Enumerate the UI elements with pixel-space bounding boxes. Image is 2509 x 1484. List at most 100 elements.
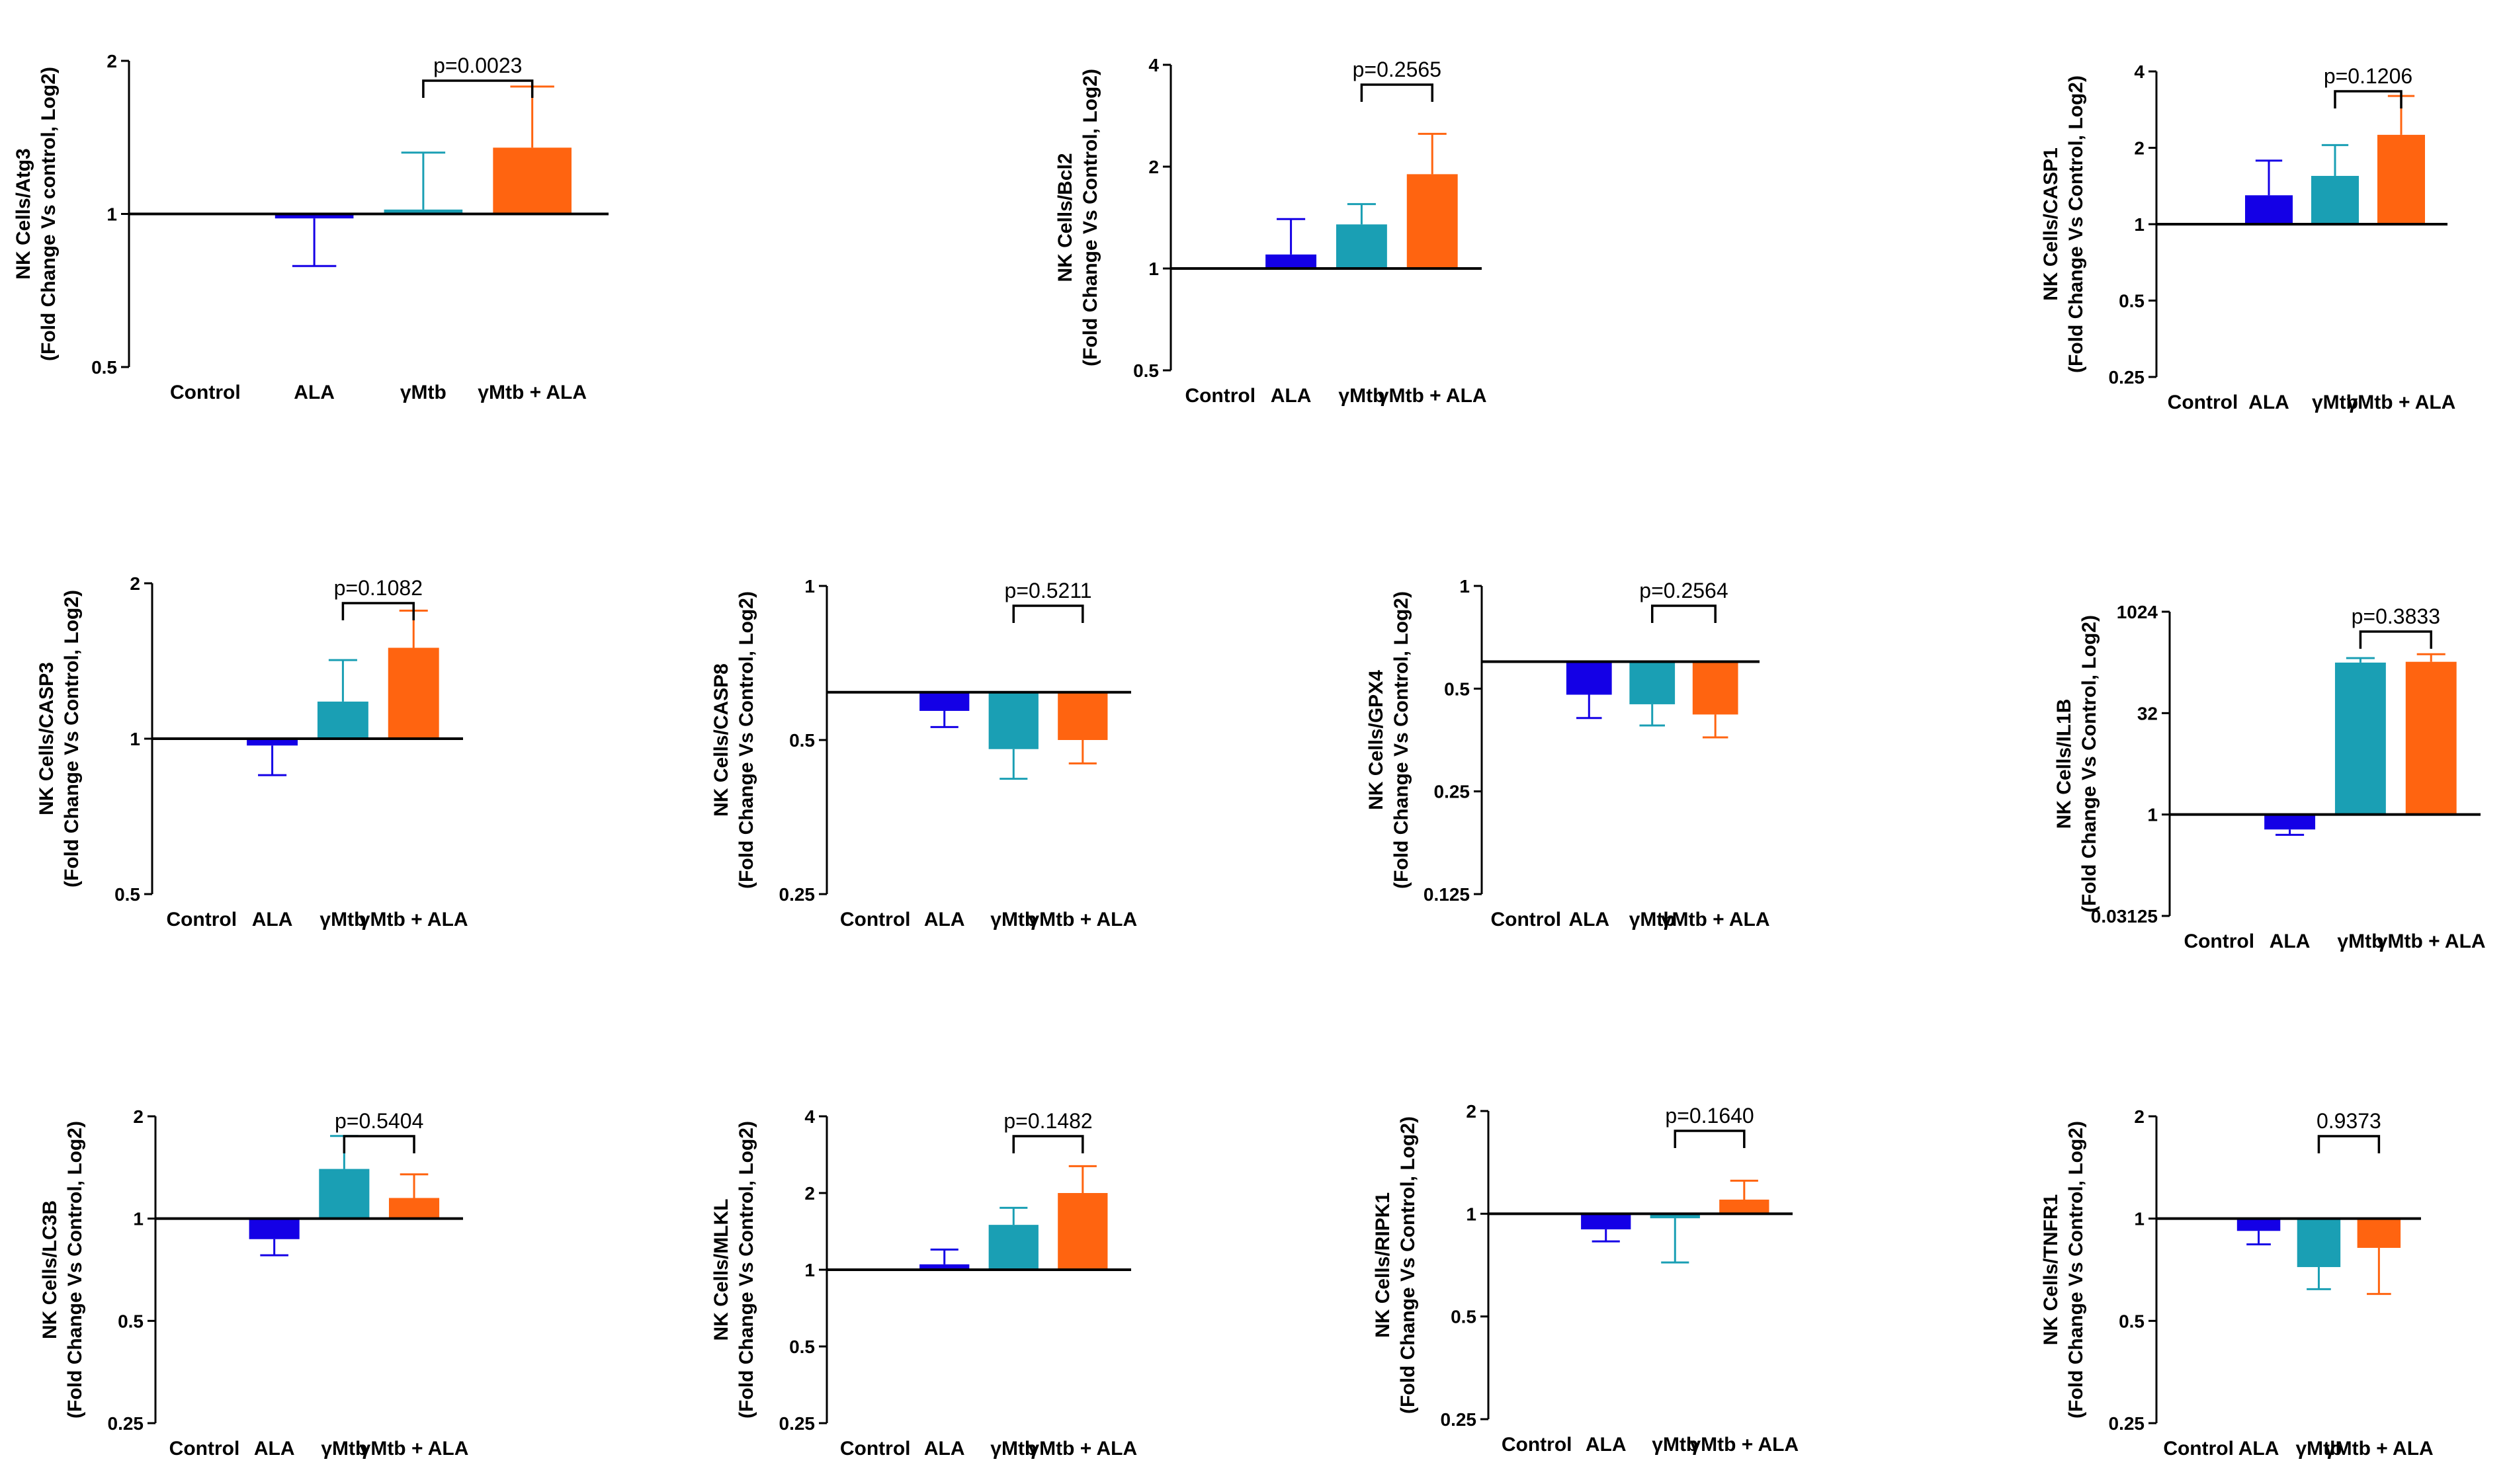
pvalue-bracket xyxy=(1360,83,1433,102)
x-category-label: Control xyxy=(840,1438,911,1460)
y-axis-label-line1: NK Cells/GPX4 xyxy=(1365,670,1387,810)
bar-γMtb xyxy=(988,1225,1039,1270)
bar-γMtb + ALA xyxy=(388,1198,440,1219)
y-tick-label: 0.03125 xyxy=(2091,906,2158,927)
y-tick-label: 2 xyxy=(2134,138,2145,159)
y-tick-label: 1 xyxy=(1459,576,1470,597)
pvalue-bracket xyxy=(1012,1135,1084,1153)
pvalue-bracket xyxy=(341,602,415,620)
x-category-label: γMtb xyxy=(400,382,447,403)
pvalue-bracket xyxy=(1012,604,1084,623)
x-category-label: ALA xyxy=(254,1438,295,1460)
y-axis-label-line1: NK Cells/RIPK1 xyxy=(1372,1192,1394,1338)
chart-panel-9: 0.25 0.5 1 2 4 NK Cells/MLKL (Fold Change Vs C… xyxy=(710,1106,1137,1460)
x-category-label: γMtb + ALA xyxy=(1661,909,1770,930)
y-tick-label: 0.125 xyxy=(1424,884,1470,905)
y-tick-label: 1 xyxy=(2134,214,2145,235)
x-category-label: ALA xyxy=(294,382,335,403)
y-tick-label: 2 xyxy=(133,1106,144,1127)
chart-panel-1: 0.5 1 2 NK Cells/Atg3 (Fold Change Vs contro… xyxy=(13,51,609,403)
y-tick-label: 1 xyxy=(2134,1209,2145,1229)
y-tick-label: 2 xyxy=(1466,1101,1476,1122)
y-axis-label-line2: (Fold Change Vs Control, Log2) xyxy=(736,591,757,889)
x-category-label: γMtb xyxy=(1629,909,1676,930)
x-category-label: Control xyxy=(170,382,241,403)
y-tick-label: 2 xyxy=(130,573,140,594)
x-category-label: γMtb xyxy=(319,909,366,930)
y-tick-label: 0.25 xyxy=(1441,1409,1477,1430)
bar-γMtb + ALA xyxy=(493,147,572,214)
x-category-label: γMtb xyxy=(2337,930,2383,952)
bar-γMtb xyxy=(1336,224,1387,268)
bar-γMtb + ALA xyxy=(1692,661,1738,715)
bar-γMtb + ALA xyxy=(388,647,439,739)
pvalue-label: p=0.1482 xyxy=(1003,1109,1092,1133)
bar-γMtb + ALA xyxy=(1719,1199,1769,1214)
bar-γMtb xyxy=(1629,661,1676,704)
bar-ALA xyxy=(919,692,970,711)
pvalue-bracket xyxy=(1674,1130,1746,1148)
y-tick-label: 0.5 xyxy=(114,884,140,905)
y-axis-label: NK Cells/TNFR1 (Fold Change Vs Control, L… xyxy=(2040,1121,2087,1419)
y-tick-label: 0.25 xyxy=(779,884,816,905)
y-axis-label: NK Cells/CASP1 (Fold Change Vs Control, L… xyxy=(2040,75,2087,373)
x-category-label: Control xyxy=(169,1438,240,1460)
chart-panel-3: 0.25 0.5 1 2 4 NK Cells/CASP1 (Fold Change Vs … xyxy=(2040,62,2455,413)
x-category-label: γMtb + ALA xyxy=(360,1438,469,1460)
y-axis-label-line2: (Fold Change Vs Control, Log2) xyxy=(61,590,83,887)
x-category-label: Control xyxy=(1185,385,1255,407)
y-tick-label: 1 xyxy=(1148,259,1159,279)
bar-γMtb + ALA xyxy=(2405,661,2457,815)
bar-γMtb + ALA xyxy=(2357,1218,2401,1248)
y-tick-label: 0.25 xyxy=(108,1413,144,1434)
bar-γMtb xyxy=(319,1169,370,1219)
chart-panel-5: 0.25 0.5 1 NK Cells/CASP8 (Fold Change Vs Co… xyxy=(710,576,1137,930)
y-axis-label: NK Cells/MLKL (Fold Change Vs Control, Lo… xyxy=(710,1121,757,1419)
y-axis-label-line2: (Fold Change Vs Control, Log2) xyxy=(1080,69,1101,366)
bar-ALA xyxy=(2264,814,2316,830)
y-axis-label: NK Cells/CASP3 (Fold Change Vs Control, L… xyxy=(36,590,83,887)
y-axis-label-line1: NK Cells/MLKL xyxy=(710,1198,732,1340)
pvalue-bracket xyxy=(2359,630,2432,649)
bar-γMtb + ALA xyxy=(2377,134,2425,224)
y-axis-label: NK Cells/CASP8 (Fold Change Vs Control, L… xyxy=(710,591,757,889)
chart-panel-10: 0.25 0.5 1 2 NK Cells/RIPK1 (Fold Change Vs C… xyxy=(1372,1101,1799,1456)
y-axis-label-line1: NK Cells/LC3B xyxy=(39,1200,61,1339)
x-category-label: ALA xyxy=(2270,930,2311,952)
y-tick-label: 0.5 xyxy=(789,1337,815,1357)
y-axis-label: NK Cells/IL1B (Fold Change Vs Control, Lo… xyxy=(2053,615,2100,913)
pvalue-label: p=0.0023 xyxy=(433,54,522,77)
bar-γMtb xyxy=(317,701,368,739)
bar-γMtb + ALA xyxy=(1058,692,1108,740)
y-axis-label-line1: NK Cells/Bcl2 xyxy=(1054,153,1076,282)
x-category-label: ALA xyxy=(2248,392,2289,413)
x-category-label: γMtb xyxy=(990,909,1037,930)
y-axis-label-line1: NK Cells/CASP1 xyxy=(2040,147,2062,301)
x-category-label: Control xyxy=(2163,1438,2234,1460)
x-category-label: γMtb xyxy=(321,1438,367,1460)
y-tick-label: 4 xyxy=(1148,55,1159,75)
y-tick-label: 1 xyxy=(1466,1204,1476,1224)
x-category-label: γMtb xyxy=(2312,392,2358,413)
chart-panel-7: 0.03125 1 32 1024 NK Cells/IL1B (Fold Change … xyxy=(2053,602,2486,952)
chart-panel-2: 0.5 1 2 4 NK Cells/Bcl2 (Fold Change Vs Contr… xyxy=(1054,55,1487,407)
y-tick-label: 0.5 xyxy=(2119,291,2145,311)
y-tick-label: 0.5 xyxy=(2119,1311,2145,1331)
y-axis-label-line1: NK Cells/CASP8 xyxy=(710,663,732,817)
x-category-label: γMtb xyxy=(990,1438,1037,1460)
bar-ALA xyxy=(247,739,298,746)
y-tick-label: 0.25 xyxy=(2109,367,2145,388)
y-tick-label: 2 xyxy=(106,51,117,71)
pvalue-label: p=0.1206 xyxy=(2324,64,2412,88)
y-tick-label: 4 xyxy=(2134,62,2145,82)
y-axis-label-line1: NK Cells/Atg3 xyxy=(13,148,34,279)
bar-ALA xyxy=(2236,1218,2281,1231)
y-tick-label: 1 xyxy=(133,1209,144,1229)
bar-γMtb xyxy=(2311,175,2359,224)
pvalue-bracket xyxy=(422,79,534,98)
y-axis-label: NK Cells/GPX4 (Fold Change Vs Control, Lo… xyxy=(1365,591,1412,889)
x-category-label: Control xyxy=(2184,930,2254,952)
y-tick-label: 1 xyxy=(130,729,140,749)
x-category-label: γMtb + ALA xyxy=(1378,385,1487,407)
chart-panel-11: 0.25 0.5 1 2 NK Cells/TNFR1 (Fold Change Vs C… xyxy=(2040,1106,2434,1460)
